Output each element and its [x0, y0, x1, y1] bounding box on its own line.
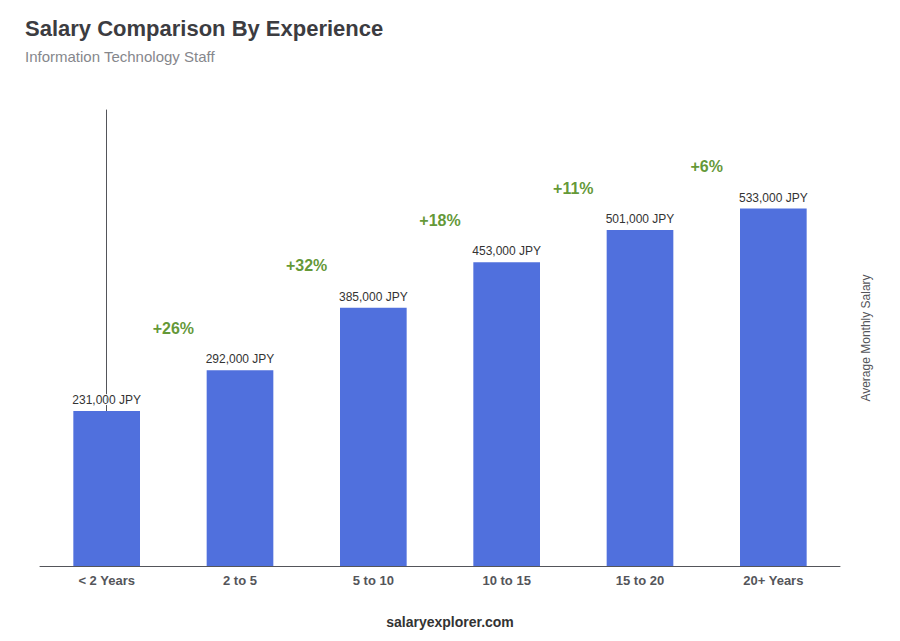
- svg-text:10 to 15: 10 to 15: [482, 573, 530, 588]
- svg-text:533,000 JPY: 533,000 JPY: [739, 191, 808, 205]
- svg-text:501,000 JPY: 501,000 JPY: [606, 212, 675, 226]
- svg-text:2 to 5: 2 to 5: [223, 573, 257, 588]
- svg-text:+26%: +26%: [153, 320, 194, 337]
- svg-text:385,000 JPY: 385,000 JPY: [339, 290, 408, 304]
- svg-text:231,000 JPY: 231,000 JPY: [72, 393, 141, 407]
- svg-text:salaryexplorer.com: salaryexplorer.com: [386, 614, 514, 630]
- svg-text:20+ Years: 20+ Years: [743, 573, 803, 588]
- svg-text:+32%: +32%: [286, 257, 327, 274]
- svg-text:+11%: +11%: [553, 180, 593, 197]
- svg-text:Average Monthly Salary: Average Monthly Salary: [859, 274, 873, 401]
- svg-text:15 to 20: 15 to 20: [616, 573, 664, 588]
- svg-text:+6%: +6%: [690, 158, 722, 175]
- svg-text:5 to 10: 5 to 10: [353, 573, 394, 588]
- svg-text:+18%: +18%: [419, 212, 460, 229]
- svg-text:Information Technology Staff: Information Technology Staff: [25, 48, 215, 65]
- svg-text:< 2 Years: < 2 Years: [78, 573, 135, 588]
- svg-text:Salary Comparison By Experienc: Salary Comparison By Experience: [25, 16, 383, 41]
- svg-text:453,000 JPY: 453,000 JPY: [472, 244, 541, 258]
- svg-text:292,000 JPY: 292,000 JPY: [206, 352, 275, 366]
